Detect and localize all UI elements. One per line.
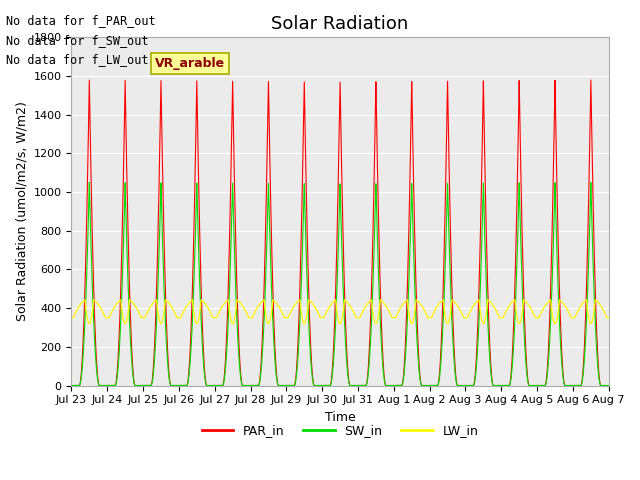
X-axis label: Time: Time [324,411,355,424]
Text: No data for f_PAR_out: No data for f_PAR_out [6,14,156,27]
Title: Solar Radiation: Solar Radiation [271,15,409,33]
Text: No data for f_LW_out: No data for f_LW_out [6,53,149,66]
Text: VR_arable: VR_arable [155,57,225,70]
Y-axis label: Solar Radiation (umol/m2/s, W/m2): Solar Radiation (umol/m2/s, W/m2) [15,101,28,322]
Legend: PAR_in, SW_in, LW_in: PAR_in, SW_in, LW_in [196,419,483,442]
Text: No data for f_SW_out: No data for f_SW_out [6,34,149,47]
